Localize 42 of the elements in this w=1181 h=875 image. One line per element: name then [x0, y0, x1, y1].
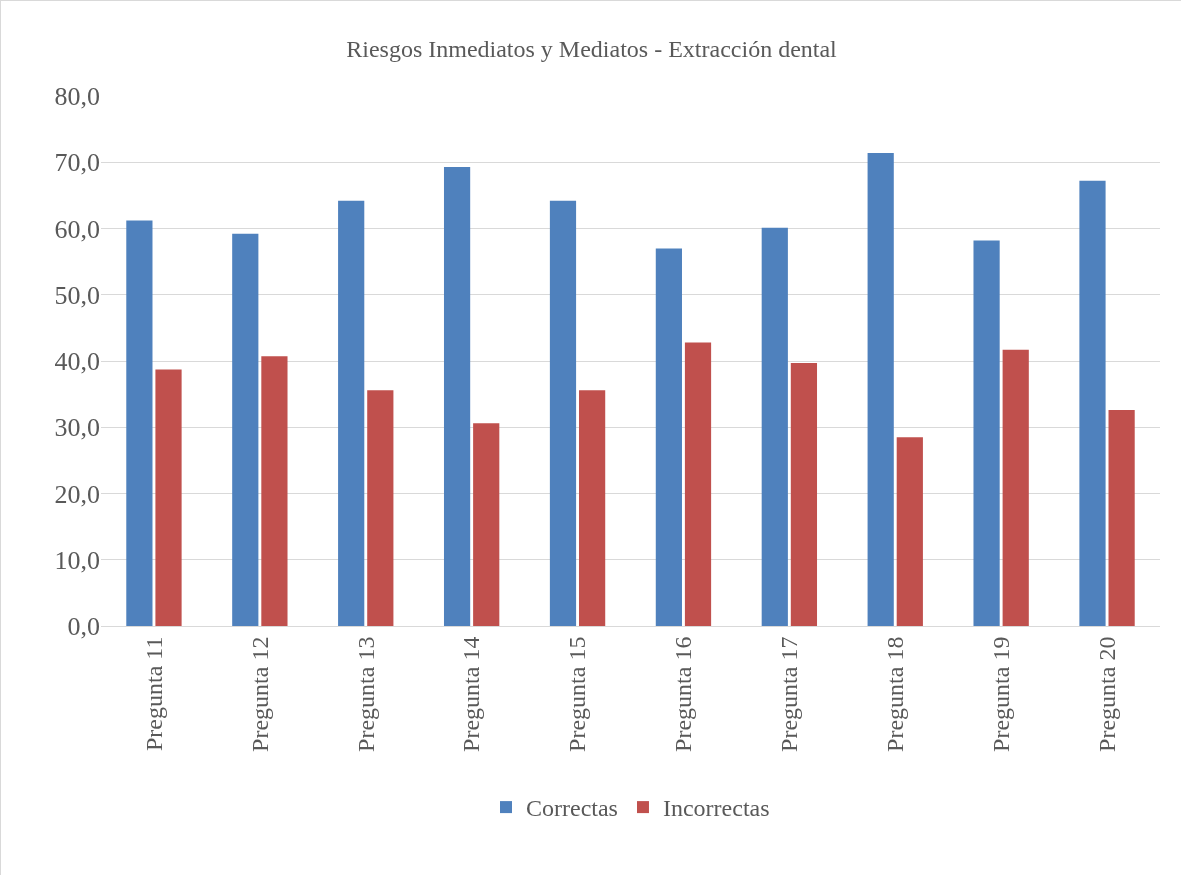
x-tick-label: Pregunta 17 — [776, 636, 803, 752]
x-tick-label: Pregunta 19 — [987, 636, 1014, 752]
y-tick-label: 30,0 — [54, 413, 100, 443]
x-tick-label: Pregunta 16 — [670, 636, 697, 752]
bar — [684, 342, 712, 626]
bar — [473, 423, 500, 626]
x-tick-label: Pregunta 12 — [246, 636, 273, 752]
y-tick-label: 0,0 — [67, 612, 100, 642]
bar — [126, 220, 153, 626]
y-tick-label: 80,0 — [54, 82, 100, 112]
bar — [338, 200, 365, 626]
legend-label: Incorrectas — [662, 795, 770, 822]
bar — [761, 227, 788, 626]
x-tick-label: Pregunta 11 — [140, 636, 167, 752]
y-tick-label: 20,0 — [54, 479, 100, 509]
y-tick-label: 70,0 — [54, 148, 100, 178]
x-tick-label: Pregunta 15 — [564, 636, 591, 752]
bar — [1002, 349, 1029, 626]
bar — [261, 356, 288, 626]
x-tick-label: Pregunta 18 — [882, 636, 909, 752]
x-tick-label: Pregunta 14 — [458, 636, 485, 752]
x-tick-label: Pregunta 20 — [1093, 636, 1120, 752]
x-tick-label: Pregunta 13 — [352, 636, 379, 752]
y-tick-label: 60,0 — [54, 214, 100, 244]
bar — [232, 233, 259, 626]
legend-label: Correctas — [526, 795, 618, 822]
bar — [1079, 180, 1106, 626]
bar — [1108, 410, 1135, 626]
bar — [790, 362, 818, 626]
bar — [655, 248, 682, 626]
bar — [867, 152, 894, 626]
bar — [443, 166, 471, 626]
y-tick-label: 10,0 — [54, 545, 100, 575]
y-tick-label: 50,0 — [54, 280, 100, 310]
bar — [579, 390, 606, 626]
bar — [973, 240, 1000, 626]
bar — [367, 390, 394, 626]
bar — [549, 200, 577, 626]
bar — [896, 437, 923, 626]
chart-title: Riesgos Inmediatos y Mediatos - Extracción dental — [346, 36, 838, 63]
bar — [155, 369, 182, 626]
y-tick-label: 40,0 — [54, 347, 100, 377]
